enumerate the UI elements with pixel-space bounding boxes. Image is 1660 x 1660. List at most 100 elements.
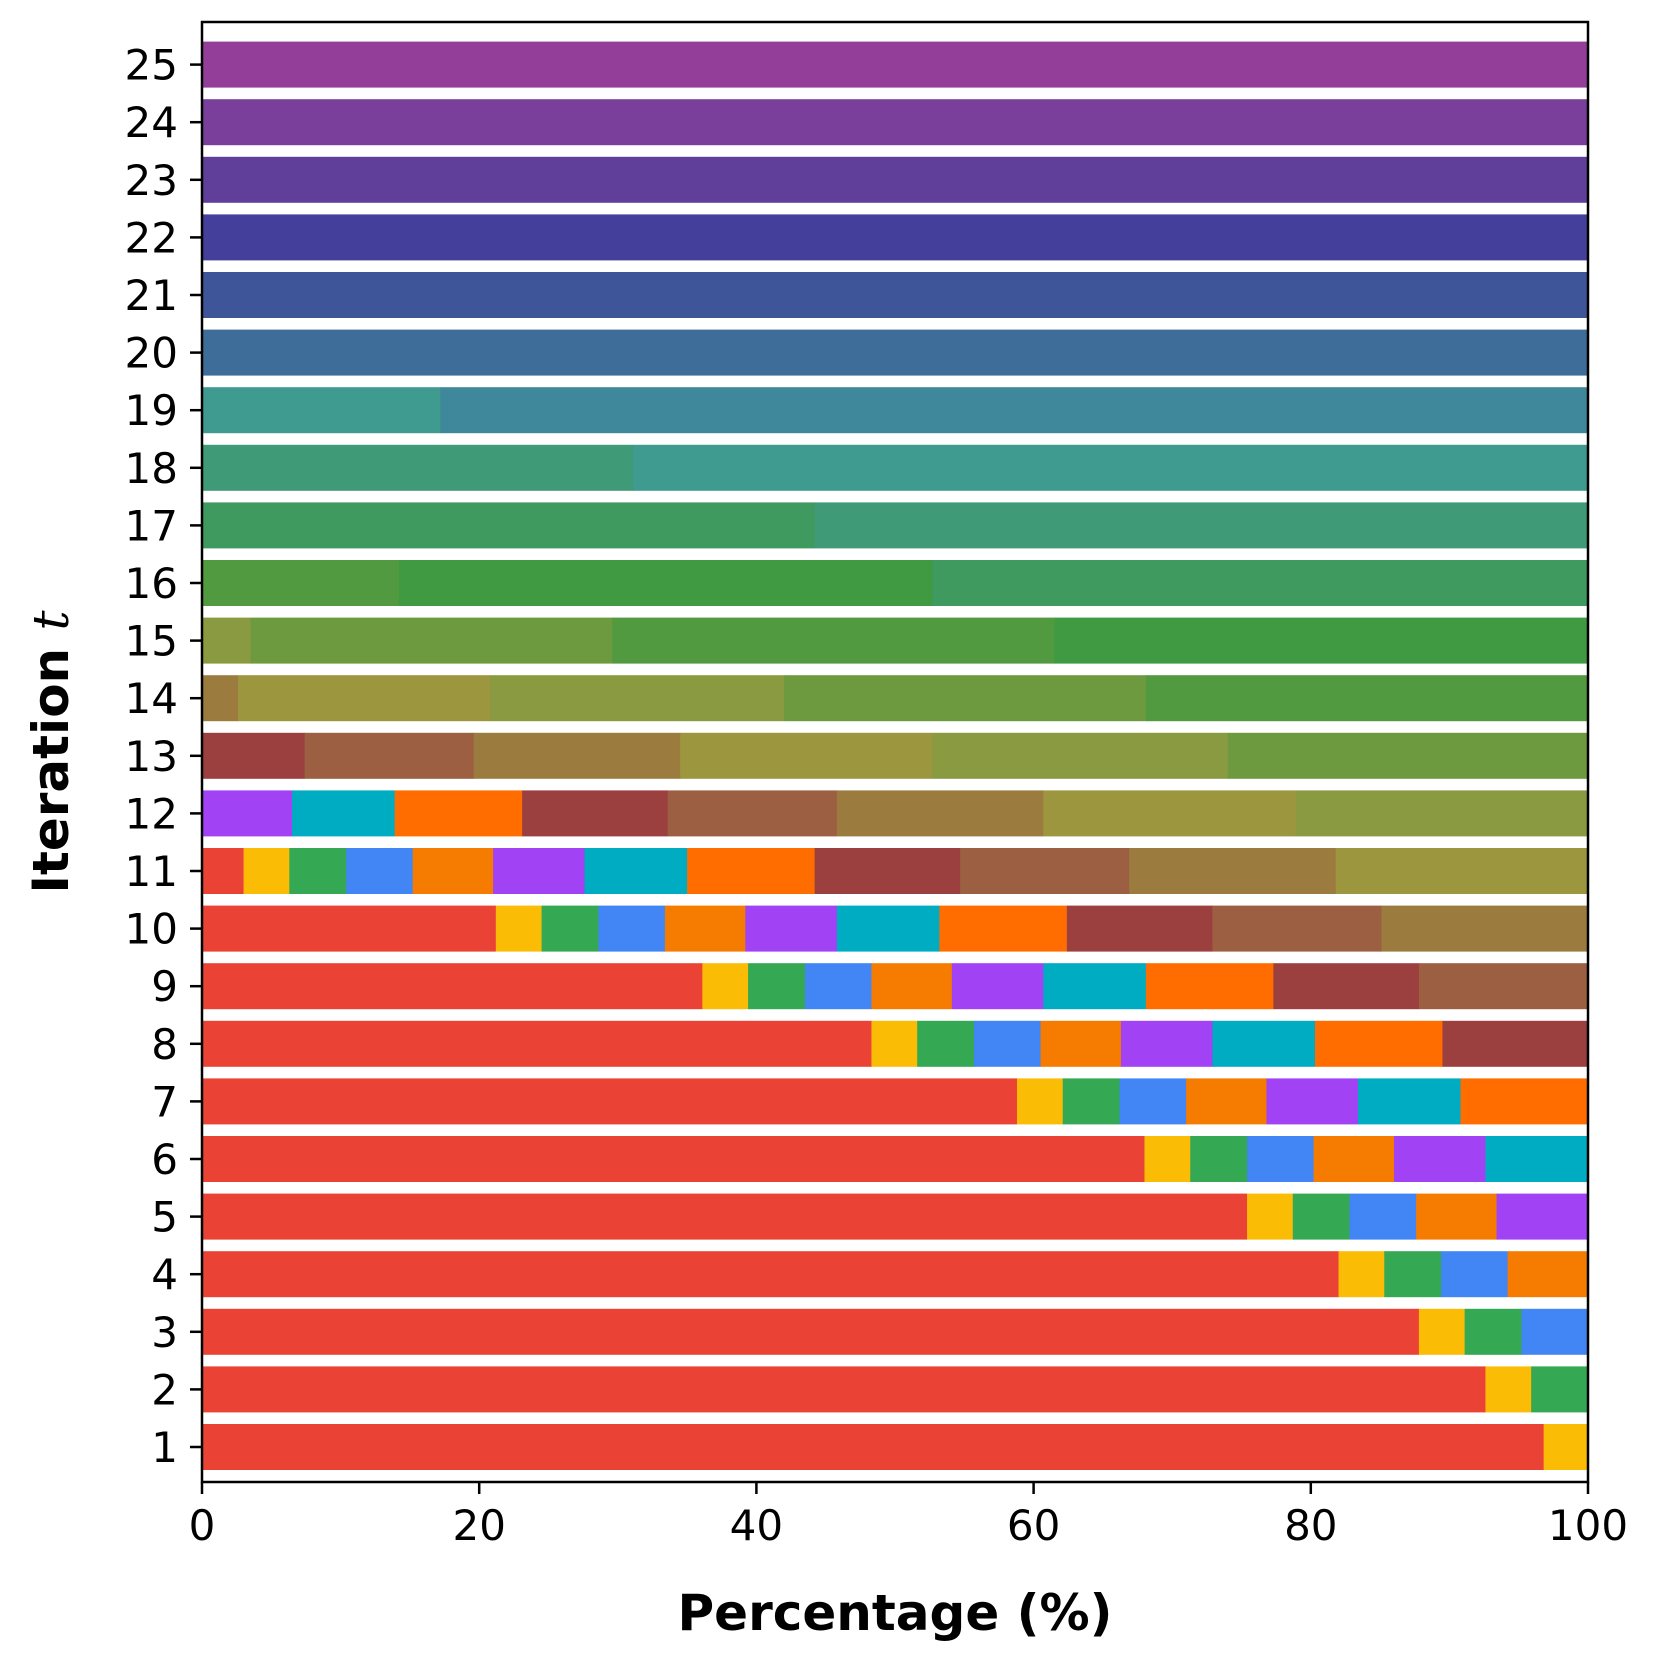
bars-layer: [202, 41, 1589, 1470]
bar-segment-iter-1-2: [1543, 1424, 1589, 1470]
bar-segment-iter-17-1: [202, 502, 816, 549]
bar-segment-iter-11-1: [202, 848, 245, 894]
y-tick-label-25: 25: [125, 41, 178, 90]
bar-segment-iter-9-6: [951, 963, 1044, 1010]
bar-segment-iter-9-8: [1145, 963, 1274, 1010]
bar-segment-iter-8-9: [1442, 1020, 1589, 1067]
bar-segment-iter-22-1: [202, 214, 1589, 261]
y-tick-label-13: 13: [125, 732, 178, 781]
x-axis-title: Percentage (%): [678, 1584, 1113, 1642]
bar-segment-iter-8-2: [871, 1020, 918, 1067]
bar-segment-iter-12-1: [202, 790, 293, 837]
x-tick-label-60: 60: [1007, 1501, 1060, 1550]
bar-segment-iter-8-4: [974, 1020, 1042, 1067]
y-tick-label-2: 2: [151, 1365, 178, 1414]
bar-segment-iter-11-10: [960, 848, 1130, 894]
bar-segment-iter-9-9: [1273, 963, 1420, 1010]
bar-segment-iter-25-1: [202, 41, 1589, 88]
bar-segment-iter-9-10: [1418, 963, 1589, 1010]
y-tick-label-7: 7: [151, 1077, 178, 1126]
bar-segment-iter-10-10: [1212, 905, 1383, 952]
bar-segment-iter-5-3: [1292, 1193, 1351, 1240]
y-axis-title-main: Iteration: [22, 648, 80, 894]
bar-segment-iter-10-2: [495, 905, 543, 952]
bar-segment-iter-13-3: [473, 732, 681, 779]
x-axis: 0 20 40 60 80 100: [189, 1482, 1628, 1550]
bar-segment-iter-18-1: [202, 444, 634, 491]
bar-segment-iter-6-7: [1485, 1136, 1589, 1182]
y-tick-label-5: 5: [151, 1193, 178, 1242]
bar-segment-iter-9-2: [702, 963, 749, 1010]
bar-segment-iter-24-1: [202, 99, 1589, 146]
bar-segment-iter-14-2: [238, 675, 491, 722]
bar-segment-iter-7-3: [1062, 1078, 1121, 1125]
bar-segment-iter-10-4: [598, 905, 666, 952]
y-tick-label-24: 24: [125, 98, 178, 147]
bar-segment-iter-10-5: [664, 905, 746, 952]
y-tick-label-1: 1: [151, 1423, 178, 1472]
bar-segment-iter-12-7: [1043, 790, 1297, 837]
bar-segment-iter-11-12: [1335, 848, 1589, 894]
bar-segment-iter-10-8: [939, 905, 1068, 952]
y-tick-label-8: 8: [151, 1020, 178, 1069]
bar-segment-iter-15-3: [612, 617, 1055, 664]
bar-segment-iter-6-4: [1247, 1136, 1315, 1182]
bar-segment-iter-8-6: [1120, 1020, 1213, 1067]
bar-segment-iter-5-2: [1247, 1193, 1294, 1240]
bar-segment-iter-12-8: [1295, 790, 1589, 837]
y-axis-title-var: t: [22, 609, 80, 630]
bar-segment-iter-5-1: [202, 1193, 1248, 1240]
bar-segment-iter-10-7: [836, 905, 940, 952]
x-tick-label-100: 100: [1548, 1501, 1628, 1550]
bar-segment-iter-2-2: [1485, 1366, 1532, 1413]
bar-segment-iter-10-11: [1381, 905, 1589, 952]
bar-segment-iter-7-1: [202, 1078, 1018, 1125]
y-tick-label-10: 10: [125, 905, 178, 954]
bar-segment-iter-10-9: [1066, 905, 1213, 952]
bar-segment-iter-9-7: [1043, 963, 1147, 1010]
bar-segment-iter-14-5: [1145, 675, 1589, 722]
y-tick-label-3: 3: [151, 1308, 178, 1357]
bar-segment-iter-11-6: [493, 848, 586, 894]
bar-segment-iter-17-2: [814, 502, 1589, 549]
bar-segment-iter-13-5: [932, 732, 1229, 779]
y-tick-label-16: 16: [125, 559, 178, 608]
bar-segment-iter-4-3: [1384, 1251, 1442, 1298]
bar-segment-iter-12-6: [836, 790, 1044, 837]
y-tick-label-14: 14: [125, 674, 178, 723]
x-tick-label-0: 0: [189, 1501, 216, 1550]
bar-segment-iter-9-3: [748, 963, 806, 1010]
bar-segment-iter-6-6: [1393, 1136, 1487, 1182]
y-tick-label-21: 21: [125, 271, 178, 320]
bar-segment-iter-4-4: [1441, 1251, 1509, 1298]
bar-segment-iter-3-3: [1464, 1308, 1523, 1355]
bar-segment-iter-3-1: [202, 1308, 1420, 1355]
bar-segment-iter-3-2: [1418, 1308, 1466, 1355]
bar-segment-iter-15-4: [1054, 617, 1589, 664]
y-tick-label-9: 9: [151, 962, 178, 1011]
bar-segment-iter-10-1: [202, 905, 497, 952]
bar-segment-iter-13-2: [304, 732, 475, 779]
y-tick-label-20: 20: [125, 329, 178, 378]
bar-segment-iter-15-2: [250, 617, 613, 664]
y-tick-label-11: 11: [125, 847, 178, 896]
bar-segment-iter-11-5: [412, 848, 494, 894]
bar-segment-iter-8-3: [917, 1020, 975, 1067]
plot-frame: [200, 20, 1590, 1484]
bar-segment-iter-4-2: [1338, 1251, 1385, 1298]
bar-segment-iter-7-5: [1186, 1078, 1268, 1125]
y-tick-label-23: 23: [125, 156, 178, 205]
bar-segment-iter-13-1: [202, 732, 306, 779]
bar-segment-iter-11-7: [584, 848, 688, 894]
bar-segment-iter-11-9: [814, 848, 961, 894]
bar-segment-iter-11-2: [243, 848, 290, 894]
bar-segment-iter-8-8: [1314, 1020, 1444, 1067]
bar-segment-iter-4-1: [202, 1251, 1340, 1298]
bar-segment-iter-19-1: [202, 387, 441, 434]
bar-segment-iter-16-3: [932, 560, 1589, 606]
bar-segment-iter-5-5: [1416, 1193, 1498, 1240]
x-tick-label-20: 20: [452, 1501, 505, 1550]
y-tick-label-4: 4: [151, 1250, 178, 1299]
bar-segment-iter-11-3: [289, 848, 347, 894]
y-axis-title: Iteration t: [22, 609, 80, 893]
